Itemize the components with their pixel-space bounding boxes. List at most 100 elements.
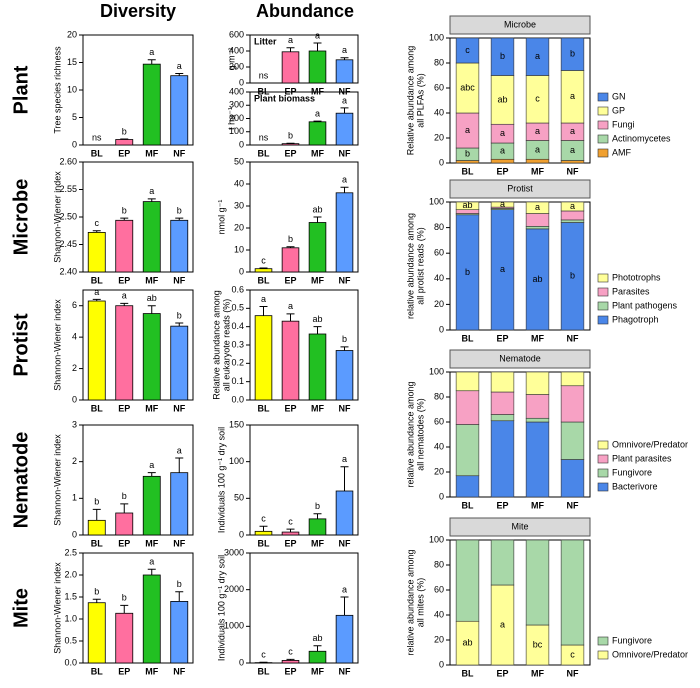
x-tick-label: EP [284,275,296,285]
y-axis-label: Shannon-Wiener index [52,434,62,526]
bar [281,143,300,146]
error-bar [313,42,322,51]
plot-frame [82,289,194,401]
y-axis-label: Relative abundance among [211,290,221,400]
y-tick-label: 0 [439,491,444,501]
bar-segment [525,158,550,164]
bar-segment [455,424,480,477]
plot-frame [249,34,359,84]
bar [308,333,327,401]
bar-segment [490,371,515,393]
plot-frame [249,552,359,664]
legend-swatch [597,440,609,450]
row-title: Protist [10,313,32,377]
panel-title: Microbe [504,19,536,29]
significance-letter: ab [312,633,322,643]
bar [335,112,354,146]
bar [308,121,327,146]
y-tick-label: 20 [434,299,444,309]
bar [335,59,354,84]
x-tick-label: NF [567,500,579,510]
error-bar [313,513,322,519]
panel-header [449,15,591,35]
x-tick-label: EP [118,403,130,413]
significance-letter: b [342,334,347,344]
significance-letter: ab [462,200,472,210]
x-tick-label: NF [173,275,185,285]
bar [115,512,134,536]
bar [335,192,354,273]
y-tick-label: 60 [434,416,444,426]
x-tick-label: NF [339,86,351,96]
significance-letter: a [288,35,293,45]
bar [254,268,273,273]
significance-letter: a [149,557,154,567]
y-tick-label: 10 [234,244,244,254]
y-tick-label: 1 [72,493,77,503]
significance-letter: a [315,30,320,40]
y-tick-label: 80 [434,222,444,232]
y-tick-label: 2 [72,363,77,373]
x-tick-label: NF [173,148,185,158]
y-axis-label: Shannon-Wiener index [52,171,62,263]
bar [335,490,354,536]
bar-segment [525,37,550,76]
bar [142,63,161,146]
significance-letter: c [261,255,266,265]
bar-segment [455,475,480,498]
y-axis-label: Tree species richness [52,46,62,134]
error-bar [340,596,349,616]
significance-letter: a [94,287,99,297]
error-bar [147,568,156,575]
x-tick-label: MF [145,148,158,158]
y-tick-label: 40 [234,178,244,188]
plot-frame [449,201,591,331]
significance-letter: b [288,131,293,141]
x-tick-label: EP [118,148,130,158]
legend-swatch [597,106,609,116]
y-tick-label: 0 [72,529,77,539]
y-tick-label: 2.0 [64,569,77,579]
bar-segment [560,160,585,164]
legend-swatch [597,650,609,660]
y-axis-label: all PLFAs (%) [415,73,425,128]
legend-label: Phototrophs [612,272,661,282]
x-tick-label: MF [145,666,158,676]
y-tick-label: 60 [434,584,444,594]
panel-title: Mite [511,521,528,531]
significance-letter: bc [533,639,543,649]
bar [170,325,189,401]
significance-letter: b [177,205,182,215]
significance-letter: b [315,501,320,511]
significance-letter: abc [460,82,475,92]
bar [335,350,354,401]
y-axis-label: Individuals 100 g⁻¹ dry soil [216,555,226,661]
bar-segment [560,385,585,423]
y-tick-label: 80 [434,559,444,569]
bar [142,201,161,273]
significance-letter: a [465,125,470,135]
y-tick-label: 0 [439,659,444,669]
significance-letter: a [177,445,182,455]
bar-segment [560,210,585,221]
y-axis-label: Individuals 100 g⁻¹ dry soil [216,427,226,533]
bar-segment [525,421,550,498]
x-tick-label: BL [258,403,270,413]
y-tick-label: 15 [67,57,77,67]
x-tick-label: MF [311,666,324,676]
bar [170,75,189,146]
error-bar [340,186,349,193]
y-tick-label: 4 [72,332,77,342]
y-tick-label: 0 [239,529,244,539]
bar-segment [490,391,515,415]
y-tick-label: 200 [229,61,244,71]
significance-letter: a [570,126,575,136]
y-tick-label: 600 [229,29,244,39]
x-tick-label: NF [339,666,351,676]
bar-segment [455,160,480,164]
error-bar [120,138,129,140]
bar [281,247,300,273]
y-tick-label: 3000 [224,547,244,557]
significance-letter: c [261,650,266,660]
